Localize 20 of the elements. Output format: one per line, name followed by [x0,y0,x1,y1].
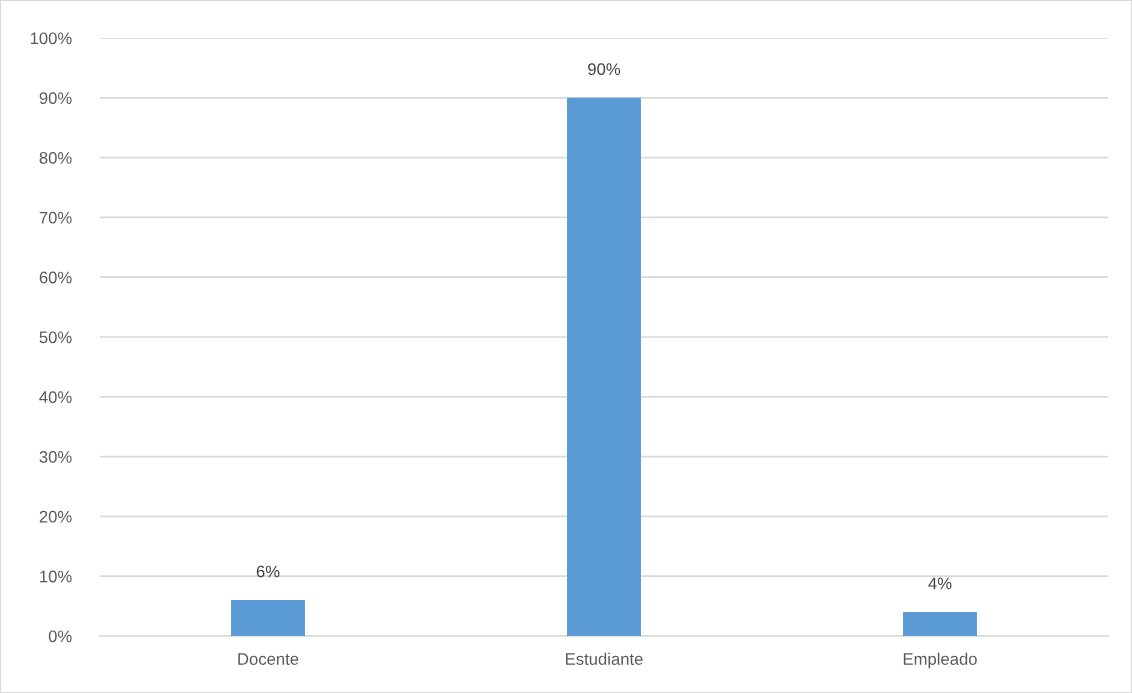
bar [231,600,305,636]
y-tick-label: 100% [30,32,72,45]
x-tick-label: Empleado [903,652,977,669]
y-tick-label: 0% [48,630,72,643]
y-tick-label: 30% [39,451,72,463]
bar [903,612,977,636]
x-tick-label: Docente [238,653,299,665]
y-tick-label: 20% [39,510,72,523]
y-tick-label: 80% [39,152,72,164]
bar [567,97,641,636]
y-tick-label: 90% [39,92,72,104]
y-tick-label: 60% [39,271,72,284]
data-label: 90% [588,63,621,76]
data-label: 6% [256,565,280,578]
y-tick-label: 10% [40,570,72,583]
data-label: 4% [928,577,952,590]
y-tick-label: 50% [39,331,72,344]
x-tick-label: Estudiante [565,652,643,665]
y-tick-label: 40% [39,391,72,403]
y-tick-label: 70% [39,211,72,224]
